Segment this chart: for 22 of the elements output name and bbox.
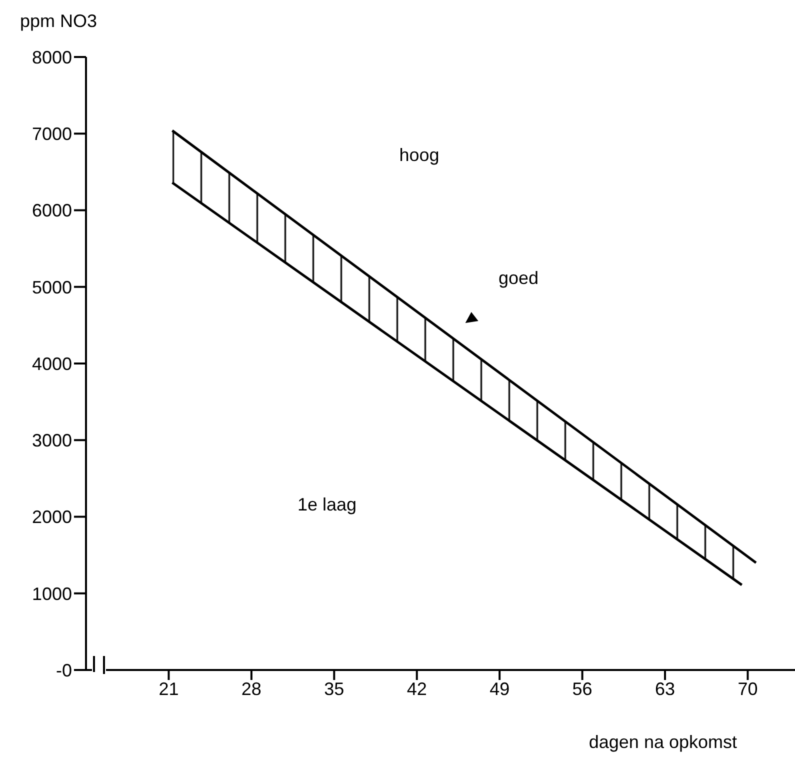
x-tick-label: 63 — [655, 678, 676, 699]
y-tick-label: 5000 — [32, 277, 72, 298]
x-tick-label: 70 — [738, 678, 758, 699]
y-axis-title: ppm NO3 — [20, 11, 98, 31]
y-tick-label: 4000 — [32, 354, 72, 374]
x-tick-label: 56 — [572, 678, 592, 699]
annotation: hoog — [399, 145, 440, 166]
x-tick-label: 42 — [406, 678, 427, 699]
y-tick-label: 1000 — [32, 584, 72, 604]
y-tick-label: 8000 — [32, 47, 72, 68]
y-tick-label: 3000 — [32, 430, 72, 451]
y-tick-label: 6000 — [32, 200, 72, 221]
x-axis-title: dagen na opkomst — [588, 732, 737, 752]
x-tick-label: 49 — [490, 678, 510, 699]
y-tick-label: 7000 — [32, 124, 72, 144]
annotation: 1e laag — [298, 494, 357, 515]
x-tick-label: 28 — [241, 678, 262, 699]
x-tick-label: 35 — [324, 678, 344, 699]
annotation: goed — [498, 268, 539, 288]
x-tick-label: 21 — [158, 678, 179, 699]
y-tick-label: -0 — [56, 660, 72, 680]
y-tick-label: 2000 — [32, 507, 72, 528]
